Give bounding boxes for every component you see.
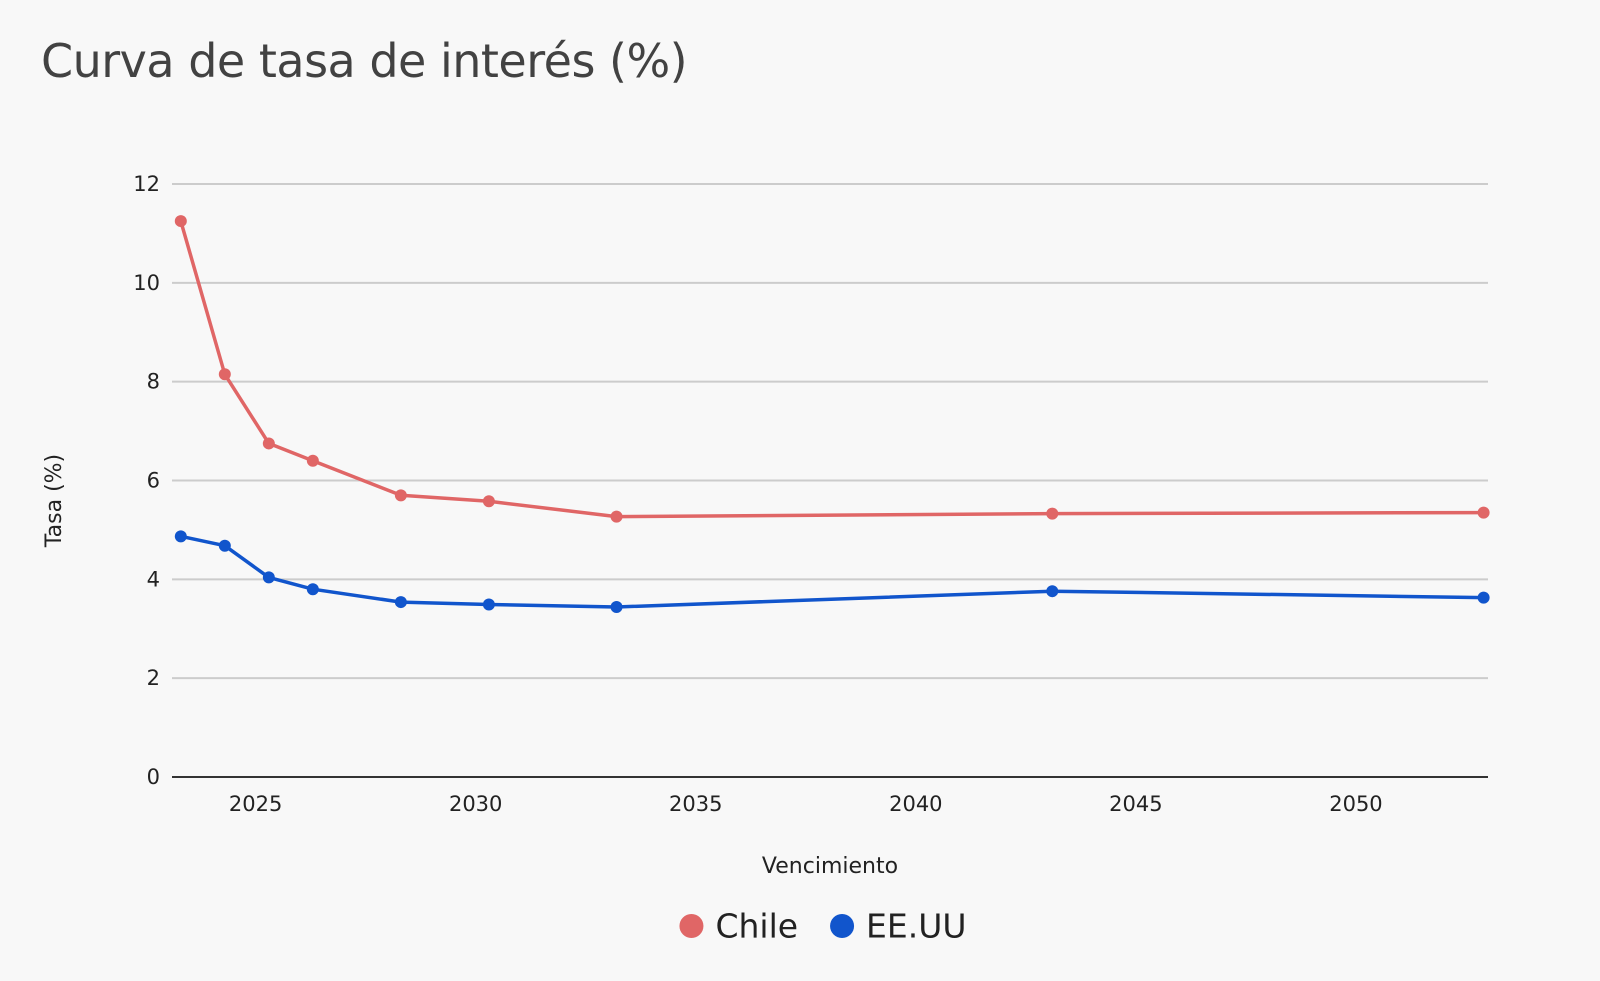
legend-label: EE.UU bbox=[866, 907, 967, 946]
data-point bbox=[1046, 507, 1059, 520]
y-tick-label: 6 bbox=[147, 469, 160, 493]
series-0 bbox=[174, 215, 1490, 523]
data-point bbox=[610, 601, 623, 614]
axes: 0 2 4 6 8 10 12 2025 2030 2035 2040 2045 2050 Vencimi… bbox=[42, 172, 1488, 879]
series-layer bbox=[174, 215, 1490, 614]
data-point bbox=[306, 583, 319, 596]
legend-item: Chile bbox=[679, 907, 798, 946]
data-point bbox=[218, 368, 231, 381]
data-point bbox=[1477, 506, 1490, 519]
y-tick-label: 10 bbox=[133, 271, 160, 295]
legend: Chile EE.UU bbox=[679, 907, 967, 946]
y-tick-label: 0 bbox=[147, 765, 160, 789]
x-tick-label: 2040 bbox=[889, 792, 942, 816]
x-tick-label: 2030 bbox=[449, 792, 502, 816]
legend-marker bbox=[679, 914, 704, 938]
series-line bbox=[179, 219, 1486, 519]
x-tick-label: 2045 bbox=[1109, 792, 1162, 816]
y-tick-label: 2 bbox=[147, 666, 160, 690]
data-point bbox=[218, 539, 231, 552]
gridlines bbox=[172, 183, 1488, 680]
legend-marker bbox=[830, 914, 855, 938]
data-point bbox=[394, 596, 407, 609]
series-1 bbox=[174, 530, 1490, 614]
x-tick-label: 2025 bbox=[229, 792, 282, 816]
x-axis-title: Vencimiento bbox=[762, 854, 898, 879]
legend-label: Chile bbox=[715, 907, 798, 946]
y-tick-label: 8 bbox=[147, 370, 160, 394]
legend-item: EE.UU bbox=[830, 907, 967, 946]
data-point bbox=[610, 510, 623, 523]
data-point bbox=[262, 437, 275, 450]
data-point bbox=[1477, 591, 1490, 604]
data-point bbox=[174, 215, 187, 228]
data-point bbox=[174, 530, 187, 543]
y-tick-label: 12 bbox=[133, 172, 160, 196]
data-point bbox=[306, 454, 319, 467]
data-point bbox=[482, 495, 495, 508]
y-tick-label: 4 bbox=[147, 567, 160, 591]
data-point bbox=[394, 489, 407, 502]
x-tick-label: 2050 bbox=[1329, 792, 1382, 816]
series-line bbox=[179, 534, 1486, 609]
x-tick-label: 2035 bbox=[669, 792, 722, 816]
chart-title: Curva de tasa de interés (%) bbox=[41, 34, 688, 88]
y-axis-title: Tasa (%) bbox=[42, 454, 67, 548]
data-point bbox=[482, 598, 495, 611]
data-point bbox=[1046, 585, 1059, 598]
data-point bbox=[262, 571, 275, 584]
